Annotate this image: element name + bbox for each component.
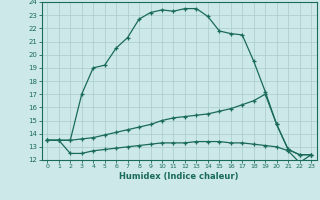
X-axis label: Humidex (Indice chaleur): Humidex (Indice chaleur) — [119, 172, 239, 181]
